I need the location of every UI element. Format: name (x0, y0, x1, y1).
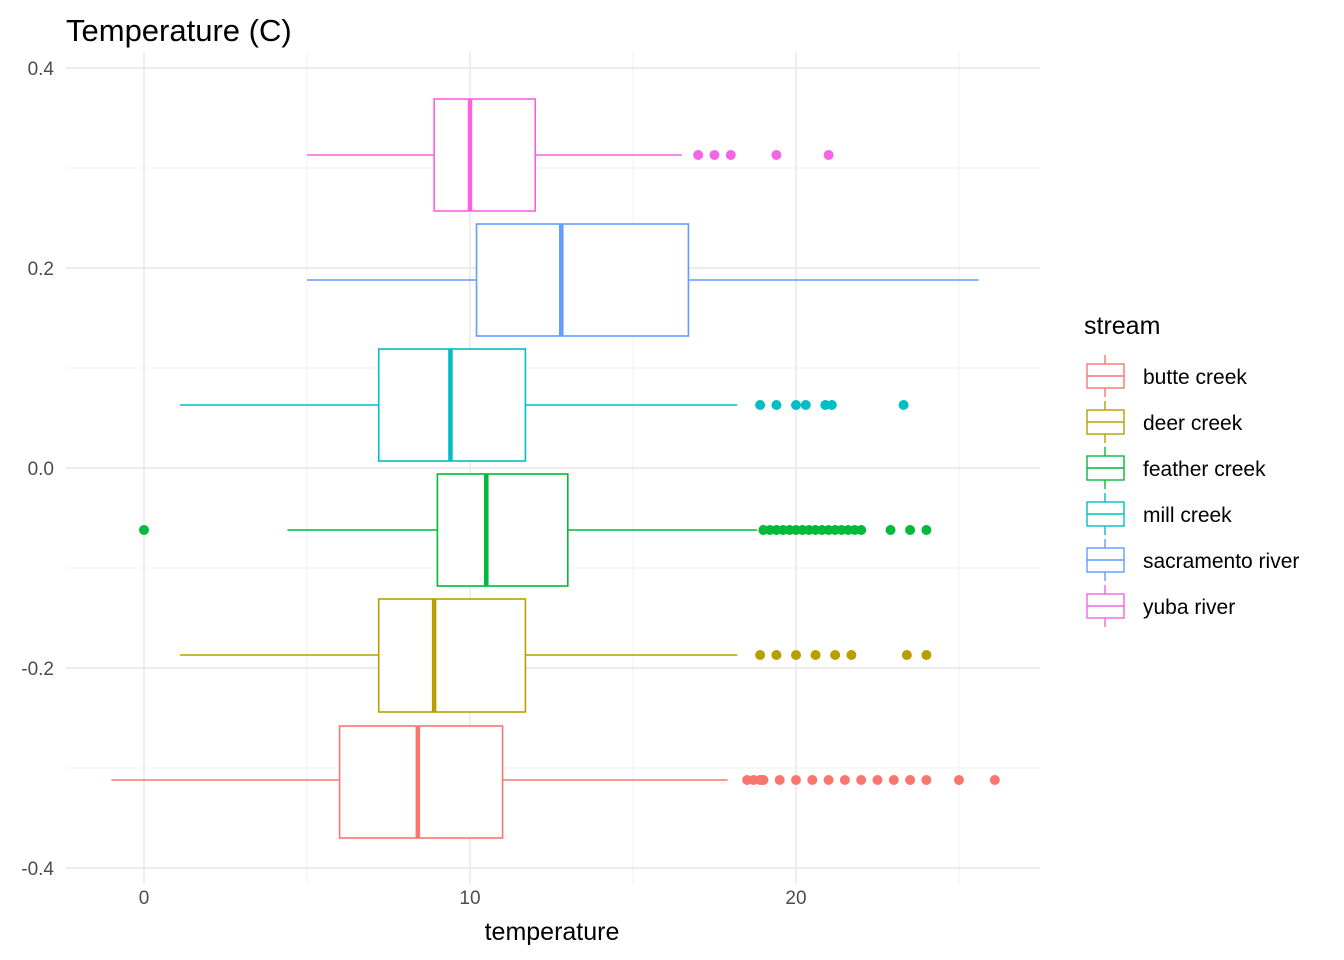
outlier-point (885, 525, 896, 535)
outlier-point (755, 650, 766, 660)
legend: stream butte creek deer creek feather cree… (1084, 312, 1299, 627)
outlier-point (791, 400, 801, 410)
legend-label: feather creek (1143, 458, 1266, 481)
box-butte-creek (111, 725, 1000, 839)
outlier-point (921, 650, 932, 660)
outlier-point (771, 150, 782, 160)
box-iqr (433, 98, 537, 212)
outlier-point (807, 775, 818, 785)
legend-item: deer creek (1086, 401, 1243, 443)
legend-label: butte creek (1143, 366, 1247, 389)
x-axis-tick-labels: 0 10 20 (139, 888, 807, 909)
legend-item: feather creek (1086, 447, 1266, 489)
outlier-point (771, 650, 782, 660)
box-iqr (338, 725, 504, 839)
box-feather-creek (139, 473, 932, 587)
x-tick-label: 20 (785, 888, 806, 909)
outlier-point (872, 775, 883, 785)
legend-label: mill creek (1143, 504, 1232, 527)
outlier-point (693, 150, 704, 160)
box-mill-creek (179, 348, 909, 462)
y-tick-label: -0.2 (21, 659, 54, 680)
box-iqr (436, 473, 569, 587)
outlier-point (898, 400, 909, 410)
outlier-point (139, 525, 149, 535)
outlier-point (905, 775, 916, 785)
outlier-point (921, 525, 932, 535)
outlier-point (989, 775, 1000, 785)
box-series (111, 98, 1000, 839)
outlier-point (791, 650, 801, 660)
outlier-point (774, 775, 785, 785)
x-tick-label: 0 (139, 888, 150, 909)
outlier-point (800, 400, 811, 410)
y-axis-tick-labels: 0.4 0.2 0.0 -0.2 -0.4 (21, 59, 54, 880)
outlier-point (830, 650, 841, 660)
y-tick-label: 0.4 (28, 59, 55, 80)
legend-label: yuba river (1143, 596, 1235, 619)
outlier-point (856, 525, 867, 535)
outlier-point (725, 150, 736, 160)
outlier-point (755, 400, 766, 410)
box-sacramento-river (307, 223, 979, 337)
legend-item: sacramento river (1086, 539, 1299, 581)
outlier-point (846, 650, 857, 660)
legend-label: sacramento river (1143, 550, 1299, 573)
legend-item: butte creek (1086, 355, 1247, 397)
outlier-point (826, 400, 837, 410)
legend-item: yuba river (1086, 585, 1235, 627)
outlier-point (771, 400, 782, 410)
outlier-point (856, 775, 867, 785)
legend-item: mill creek (1086, 493, 1232, 535)
outlier-point (823, 775, 834, 785)
outlier-point (758, 775, 769, 785)
chart-title: Temperature (C) (66, 13, 292, 48)
outlier-point (954, 775, 964, 785)
outlier-point (901, 650, 912, 660)
box-yuba-river (307, 98, 834, 212)
outlier-point (823, 150, 834, 160)
legend-title: stream (1084, 312, 1160, 340)
x-tick-label: 10 (459, 888, 480, 909)
outlier-point (905, 525, 916, 535)
y-tick-label: -0.4 (21, 859, 54, 880)
outlier-point (888, 775, 899, 785)
y-tick-label: 0.2 (28, 259, 54, 280)
outlier-point (709, 150, 720, 160)
x-axis-title: temperature (485, 918, 620, 946)
box-iqr (475, 223, 690, 337)
box-iqr (377, 598, 527, 713)
outlier-point (921, 775, 932, 785)
grid-lines (66, 52, 1040, 884)
outlier-point (839, 775, 850, 785)
outlier-point (791, 775, 801, 785)
outlier-point (810, 650, 821, 660)
box-deer-creek (179, 598, 932, 713)
y-tick-label: 0.0 (28, 459, 54, 480)
legend-label: deer creek (1143, 412, 1243, 435)
